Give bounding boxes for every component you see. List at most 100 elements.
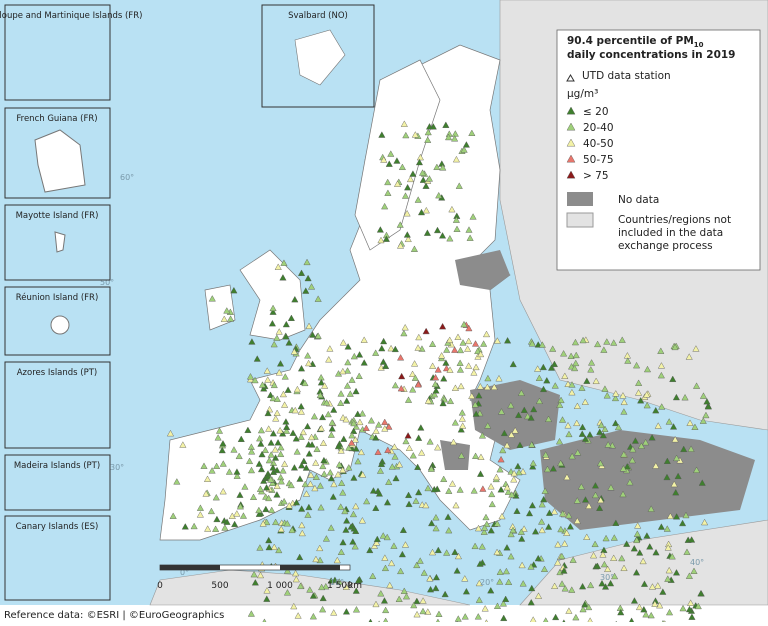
inset-label: Réunion Island (FR) — [16, 292, 99, 303]
station-marker — [316, 544, 324, 552]
station-marker — [465, 226, 473, 233]
station-marker — [372, 434, 380, 441]
station-marker — [356, 418, 364, 426]
station-marker — [588, 359, 596, 366]
station-marker — [304, 422, 312, 430]
station-marker — [456, 366, 464, 373]
no-data-area — [440, 440, 470, 470]
station-marker — [487, 526, 495, 534]
station-marker — [323, 399, 331, 406]
station-marker — [298, 529, 306, 537]
station-marker — [502, 567, 510, 575]
station-marker — [235, 452, 243, 460]
station-marker — [568, 388, 576, 396]
station-marker — [585, 502, 593, 509]
station-marker — [181, 523, 189, 530]
station-marker — [434, 443, 442, 451]
station-marker — [693, 382, 701, 389]
station-marker — [563, 529, 571, 536]
station-marker — [270, 340, 278, 348]
station-marker — [307, 471, 315, 478]
station-marker — [639, 557, 647, 565]
station-marker — [633, 530, 641, 537]
station-marker — [373, 539, 381, 546]
station-marker — [464, 345, 472, 352]
station-marker — [352, 587, 360, 594]
title-part: 90.4 percentile of PM — [567, 35, 694, 47]
station-marker — [451, 419, 459, 426]
great-britain — [239, 249, 306, 341]
station-marker — [610, 339, 618, 346]
station-marker — [688, 536, 696, 543]
legend-symbol — [566, 138, 576, 147]
station-marker — [629, 445, 637, 453]
station-marker — [498, 512, 506, 520]
station-marker — [316, 391, 324, 398]
station-marker — [500, 429, 508, 437]
station-marker — [458, 409, 466, 416]
station-marker — [255, 506, 263, 514]
station-marker — [262, 505, 270, 513]
station-marker — [414, 381, 422, 388]
station-marker — [685, 353, 693, 360]
station-marker — [426, 438, 434, 445]
station-marker — [297, 582, 305, 590]
station-marker — [306, 480, 314, 487]
station-marker — [402, 437, 410, 445]
station-marker — [488, 490, 496, 498]
legend-swatch — [567, 192, 593, 206]
legend-label: 50-75 — [583, 154, 614, 166]
station-marker — [504, 488, 512, 495]
station-marker — [668, 553, 676, 560]
station-marker — [225, 468, 233, 475]
station-marker — [270, 543, 278, 550]
station-marker — [454, 615, 462, 622]
station-marker — [317, 504, 325, 511]
station-marker — [670, 423, 678, 430]
longitude-label: 40° — [690, 558, 704, 567]
station-marker — [322, 535, 330, 542]
station-marker — [416, 153, 424, 161]
longitude-label: 10° — [330, 578, 344, 587]
scale-label: 0 — [157, 581, 163, 591]
station-marker — [265, 543, 273, 551]
station-marker — [561, 585, 569, 592]
station-marker — [385, 423, 393, 430]
station-marker — [619, 392, 627, 399]
station-marker — [510, 476, 518, 483]
station-marker — [369, 572, 377, 579]
station-marker — [405, 444, 413, 451]
station-marker — [337, 548, 345, 555]
station-marker — [379, 532, 387, 539]
station-marker — [415, 488, 423, 496]
station-marker — [509, 526, 517, 534]
station-marker — [457, 382, 465, 390]
station-marker — [370, 542, 379, 549]
station-marker — [452, 155, 460, 163]
station-marker — [620, 408, 628, 415]
station-marker — [500, 614, 508, 622]
inset-frame — [4, 361, 111, 449]
station-marker — [518, 535, 526, 542]
station-marker — [396, 221, 404, 228]
inset-label: Madeira Islands (PT) — [14, 461, 100, 471]
station-marker — [647, 611, 655, 619]
station-marker — [535, 374, 543, 381]
station-marker — [293, 385, 301, 393]
station-marker — [466, 234, 474, 241]
station-marker — [305, 359, 313, 367]
station-marker — [449, 438, 458, 446]
station-marker — [231, 520, 239, 528]
station-marker — [409, 386, 417, 393]
station-marker — [673, 513, 681, 520]
inset-frame — [4, 515, 111, 601]
station-marker — [579, 605, 587, 613]
station-marker — [652, 406, 660, 414]
station-marker — [424, 484, 432, 492]
station-marker — [634, 389, 643, 396]
station-marker — [397, 384, 405, 392]
station-marker — [348, 439, 356, 446]
station-marker — [352, 606, 361, 613]
station-marker — [430, 485, 438, 493]
station-marker — [354, 457, 362, 465]
